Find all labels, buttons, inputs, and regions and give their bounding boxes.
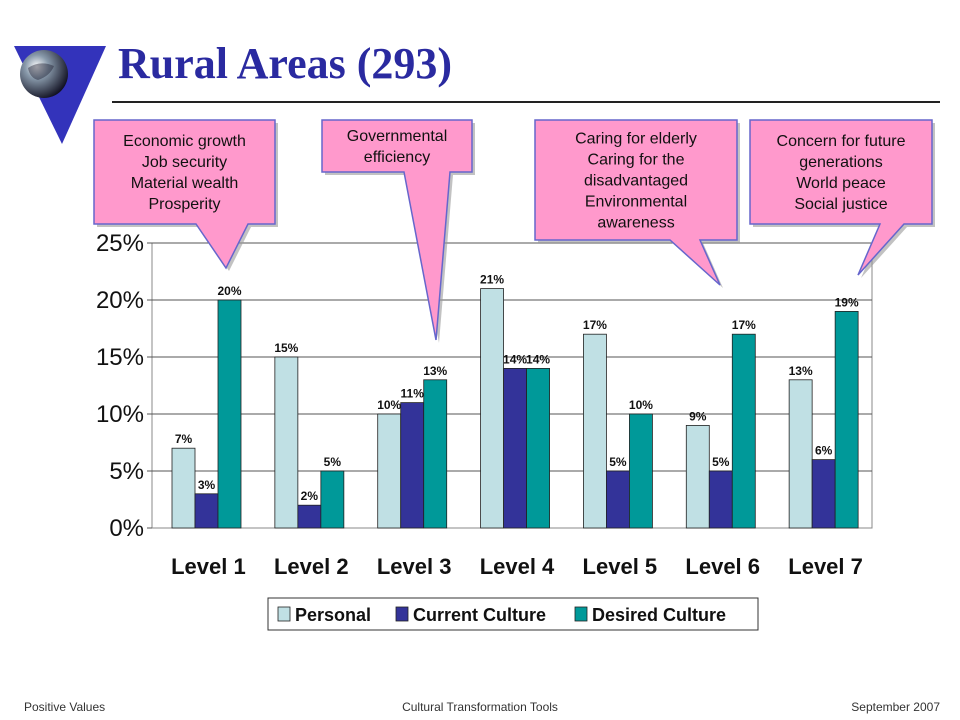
bar <box>171 447 196 529</box>
bar-data-label: 6% <box>815 444 833 458</box>
callout-text: awareness <box>597 215 674 232</box>
bar-data-label: 13% <box>423 364 447 378</box>
legend-label: Personal <box>295 605 371 625</box>
legend-swatch <box>395 606 409 622</box>
bar <box>423 379 448 529</box>
callout-bubble <box>534 119 738 286</box>
bar <box>217 299 242 529</box>
bar-data-label: 9% <box>689 409 707 423</box>
bar-data-label: 20% <box>217 284 241 298</box>
bar-data-label: 19% <box>835 295 859 309</box>
callout-text: Caring for the <box>588 152 685 169</box>
legend-label: Desired Culture <box>592 605 726 625</box>
bar-data-label: 2% <box>301 489 319 503</box>
legend-swatch <box>277 606 291 622</box>
slide-title: Rural Areas (293) <box>118 39 453 88</box>
bar <box>583 333 607 529</box>
x-tick-label: Level 2 <box>274 554 349 579</box>
bar-data-label: 3% <box>198 478 216 492</box>
x-tick-label: Level 7 <box>788 554 863 579</box>
bar <box>274 356 299 529</box>
bar-data-label: 10% <box>629 398 653 412</box>
bar <box>503 367 527 529</box>
bar-data-label: 5% <box>609 455 627 469</box>
bar <box>480 288 504 529</box>
y-tick-label: 15% <box>96 344 144 371</box>
bar-data-label: 7% <box>175 432 193 446</box>
bar-data-label: 21% <box>480 273 504 287</box>
callout-bubble <box>749 119 933 276</box>
callout-bubble <box>321 119 473 341</box>
bar-data-label: 11% <box>401 387 425 401</box>
callout-text: Social justice <box>794 196 887 213</box>
bar-data-label: 14% <box>526 352 550 366</box>
bar <box>400 402 425 529</box>
y-tick-label: 5% <box>109 458 144 485</box>
bar <box>377 413 402 529</box>
callout-text: Economic growth <box>123 133 246 150</box>
legend-box <box>267 597 759 631</box>
x-tick-label: Level 3 <box>377 554 452 579</box>
callout-text: Prosperity <box>148 196 220 213</box>
callout-text: Governmental <box>347 128 448 145</box>
bar-data-label: 17% <box>732 318 756 332</box>
callout-bubble <box>93 119 276 270</box>
bar-data-label: 15% <box>274 341 298 355</box>
callout-text: Material wealth <box>131 175 239 192</box>
globe-logo-icon <box>14 46 106 144</box>
callout-text: Environmental <box>585 194 687 211</box>
bar-data-label: 13% <box>789 364 813 378</box>
x-tick-label: Level 4 <box>480 554 555 579</box>
bar <box>708 470 733 529</box>
callout-text: generations <box>799 154 883 171</box>
footer-right: September 2007 <box>851 700 940 714</box>
bar <box>606 470 630 529</box>
legend-label: Current Culture <box>413 605 546 625</box>
bar <box>194 493 219 529</box>
bar <box>297 504 322 529</box>
y-tick-label: 20% <box>96 287 144 314</box>
footer-center: Cultural Transformation Tools <box>402 700 558 714</box>
y-tick-label: 0% <box>109 515 144 542</box>
y-tick-label: 10% <box>96 401 144 428</box>
bar <box>629 413 653 529</box>
bar <box>834 310 859 529</box>
callout-text: Caring for elderly <box>575 131 697 148</box>
bar-data-label: 5% <box>324 455 342 469</box>
callout-text: efficiency <box>364 149 430 166</box>
callout-text: Concern for future <box>777 133 906 150</box>
bar-data-label: 5% <box>712 455 730 469</box>
bar-data-label: 17% <box>583 318 607 332</box>
bar <box>731 333 756 529</box>
legend-swatch <box>574 606 588 622</box>
callout-text: disadvantaged <box>584 173 688 190</box>
bar <box>788 379 813 529</box>
x-tick-label: Level 1 <box>171 554 246 579</box>
callout-text: World peace <box>796 175 886 192</box>
bar <box>526 367 550 529</box>
bar <box>685 424 710 529</box>
callout-text: Job security <box>142 154 227 171</box>
footer-left: Positive Values <box>24 700 106 714</box>
bar-data-label: 10% <box>377 398 401 412</box>
title-divider <box>112 101 940 103</box>
y-tick-label: 25% <box>96 230 144 257</box>
x-tick-label: Level 5 <box>583 554 658 579</box>
bar <box>811 459 836 529</box>
bar <box>320 470 345 529</box>
bar-data-label: 14% <box>503 352 527 366</box>
x-tick-label: Level 6 <box>685 554 760 579</box>
